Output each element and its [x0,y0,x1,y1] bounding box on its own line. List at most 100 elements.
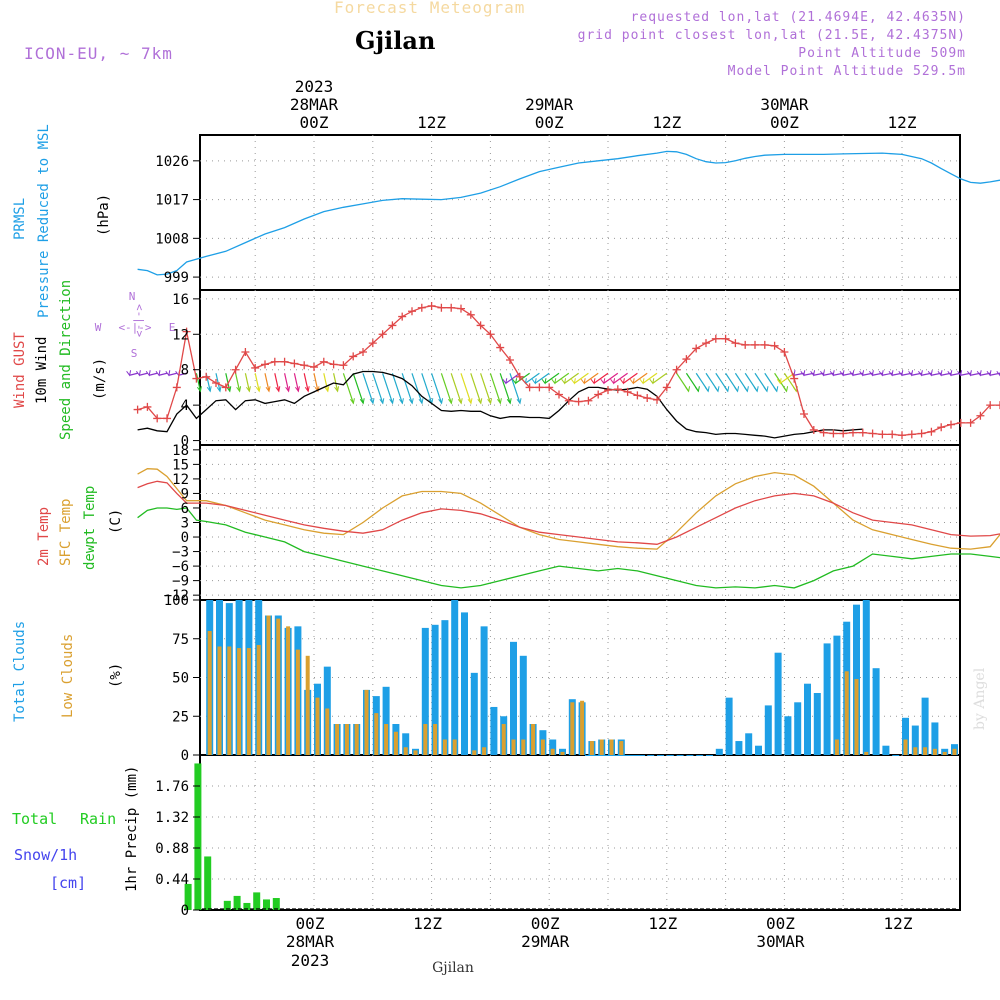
compass-west: W [95,321,102,334]
wind-direction-arrow [499,373,511,404]
gust-marker [731,339,740,348]
bottom-hour-label: 00Z [766,914,795,933]
y-tick-label: 18 [172,443,189,459]
low-cloud-bar [315,697,320,755]
wind-direction-arrow [215,373,221,392]
gust-marker [515,372,524,381]
wind-direction-arrow [564,372,579,384]
total-cloud-bar [657,755,664,756]
wind-direction-arrow [460,373,472,404]
low-cloud-bar [286,626,291,755]
low-cloud-bar [472,750,477,755]
gust-marker [564,396,573,405]
low-cloud-bar [442,739,447,755]
gust-marker [692,344,701,353]
gust-marker [780,348,789,356]
gust-marker [251,363,260,372]
precip-unit: 1hr Precip (mm) [124,766,140,892]
wind-direction-arrow [574,372,589,384]
gust-marker [231,365,240,374]
watermark: by Angel [972,667,988,730]
total-cloud-bar [715,748,723,755]
gust-marker [809,425,818,434]
gust-marker [525,383,534,392]
wind-arrow-head [389,398,395,405]
gust-marker [310,363,318,372]
wind-unit: (m/s) [92,358,108,400]
y-tick-label: 1026 [155,154,189,170]
wind-direction-arrow [544,372,560,384]
gust-marker [506,355,514,364]
wind-10m-line [137,370,863,439]
wind-direction-arrow [264,373,270,392]
total-cloud-bar [745,733,753,755]
y-tick-label: 0 [181,903,189,919]
wind-arrow-head [561,378,567,385]
y-tick-label: 0 [181,434,189,450]
total-cloud-bar [735,741,743,755]
gust-marker [457,304,465,313]
wind-direction-arrow [382,373,394,404]
y-tick-label: 12 [172,472,189,488]
wind-direction-arrow [505,372,521,384]
wind-arrow-head [255,386,261,393]
wind-label-gust: Wind GUST [12,332,28,408]
precip-label-snow: Snow/1h [14,846,77,864]
low-cloud-bar [227,646,232,755]
top-day-label: 28MAR [290,95,339,114]
y-tick-label: 1.76 [155,779,189,795]
wind-direction-arrow [583,372,599,384]
total-cloud-bar [647,755,655,756]
y-tick-label: 50 [172,671,189,687]
pressure-panel-frame [199,134,961,291]
gust-marker [623,387,632,396]
wind-arrow-head [800,370,806,377]
wind-arrow-head [649,378,655,385]
temp-2m-line [137,480,1000,545]
bottom-hour-label: 12Z [884,914,913,933]
low-cloud-bar [266,615,271,755]
wind-label-10m: 10m Wind [34,337,50,404]
wind-direction-arrow [244,373,250,392]
wind-arrow-head [580,378,586,385]
wind-arrow-head [918,370,923,377]
wind-arrow-head [516,398,522,405]
wind-arrow-head [773,386,779,393]
wind-arrow-head [957,370,963,377]
gust-marker [682,355,691,364]
gust-marker [790,374,799,383]
compass-rose: N <-|-> S W <-|-> E [95,290,176,360]
low-cloud-bar [364,689,369,755]
bottom-hour-label: 12Z [413,914,442,933]
total-cloud-bar [480,626,488,755]
y-tick-label: 1008 [155,231,189,247]
total-cloud-bar [774,652,782,755]
requested-lonlat: requested lon,lat (21.4694E, 42.4635N) [630,10,966,25]
wind-arrow-head [753,386,759,393]
top-day-label: 30MAR [760,95,809,114]
series-layer [126,150,1000,910]
low-cloud-bar [619,741,624,755]
wind-arrow-head [418,398,424,405]
low-cloud-bar [403,747,408,755]
gust-marker [800,410,808,418]
compass-south: S [131,347,138,360]
wind-arrow-head [685,386,691,393]
total-cloud-bar [549,739,557,755]
wind-arrow-head [359,398,365,405]
wind-direction-arrow [515,372,530,384]
top-year-label: 2023 [295,77,334,96]
wind-direction-arrow [440,373,452,404]
wind-direction-arrow [623,372,638,384]
wind-arrow-head [763,386,769,393]
gust-marker [202,372,211,381]
wind-direction-arrow [372,373,384,404]
model-altitude: Model Point Altitude 529.5m [727,64,966,79]
precip-bar [194,763,202,910]
precip-label-cm: [cm] [50,874,86,892]
total-cloud-bar [872,668,880,755]
wind-arrow-head [947,370,953,377]
y-tick-label: 0.88 [155,841,189,857]
total-cloud-bar [882,745,890,755]
